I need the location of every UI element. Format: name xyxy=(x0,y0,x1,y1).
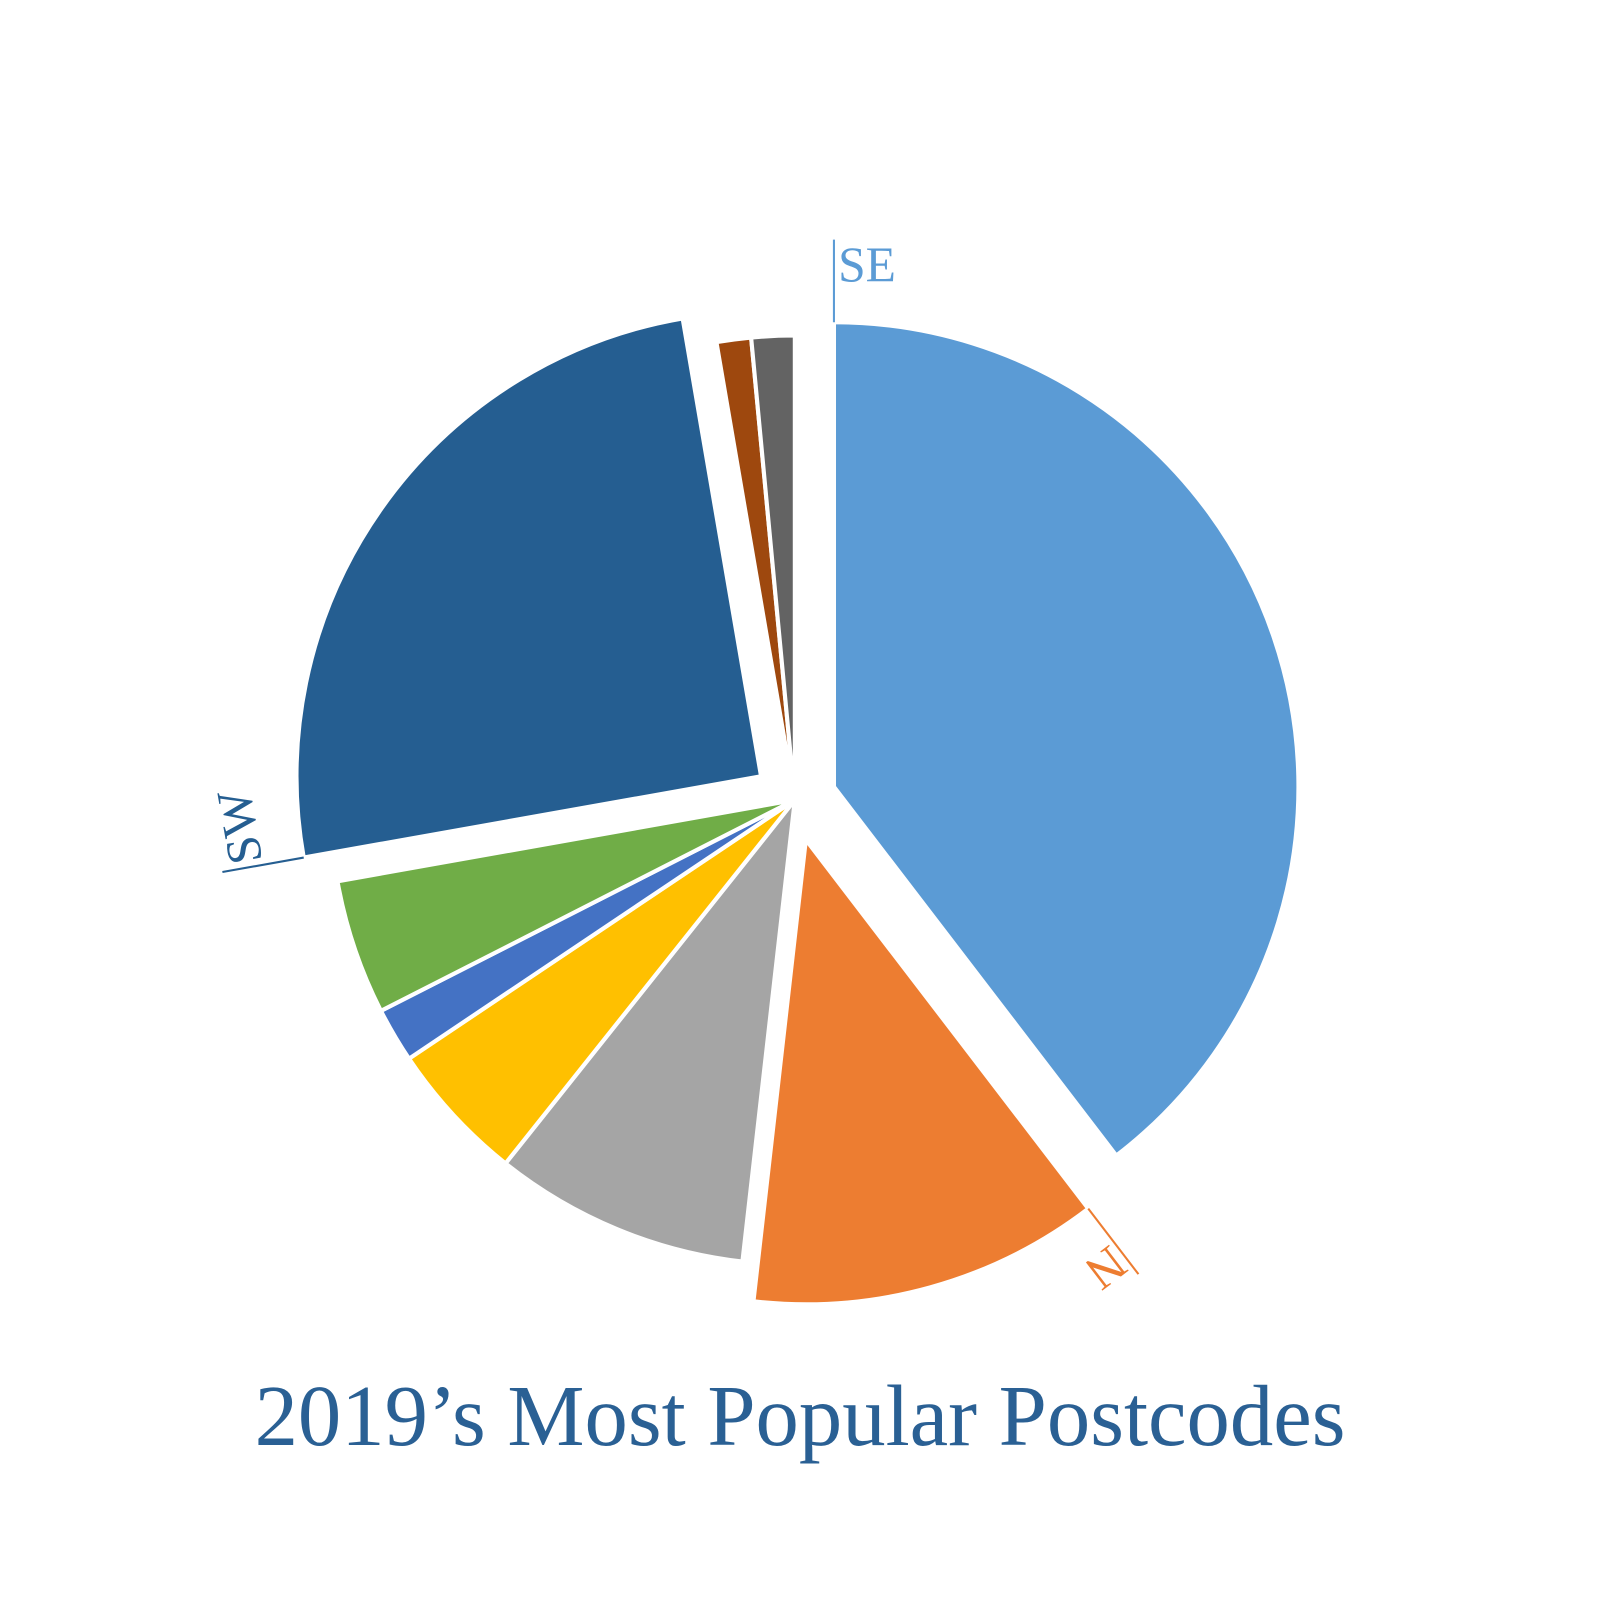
chart-title: 2019’s Most Popular Postcodes xyxy=(255,1368,1346,1464)
pie-slice xyxy=(335,797,796,1014)
pie-slice xyxy=(751,834,1092,1307)
slice-label: SW xyxy=(206,785,273,868)
pie-slice xyxy=(502,793,798,1264)
leader-line xyxy=(222,856,304,874)
pie-slice xyxy=(748,333,797,801)
pie-slice xyxy=(294,316,764,860)
leader-line xyxy=(1087,1207,1140,1275)
slice-label: SE xyxy=(838,237,896,292)
pie-slice xyxy=(831,320,1301,1159)
